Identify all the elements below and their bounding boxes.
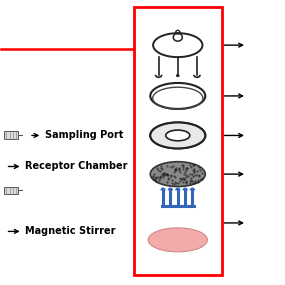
Ellipse shape [165, 130, 190, 141]
Bar [4, 186, 18, 194]
Text: Sampling Port: Sampling Port [45, 131, 123, 141]
Ellipse shape [151, 123, 205, 148]
Text: Receptor Chamber: Receptor Chamber [25, 162, 128, 172]
Ellipse shape [148, 228, 207, 252]
Bar [4, 131, 18, 139]
Text: Magnetic Stirrer: Magnetic Stirrer [25, 226, 116, 236]
Ellipse shape [150, 162, 205, 186]
Bar [134, 7, 221, 275]
